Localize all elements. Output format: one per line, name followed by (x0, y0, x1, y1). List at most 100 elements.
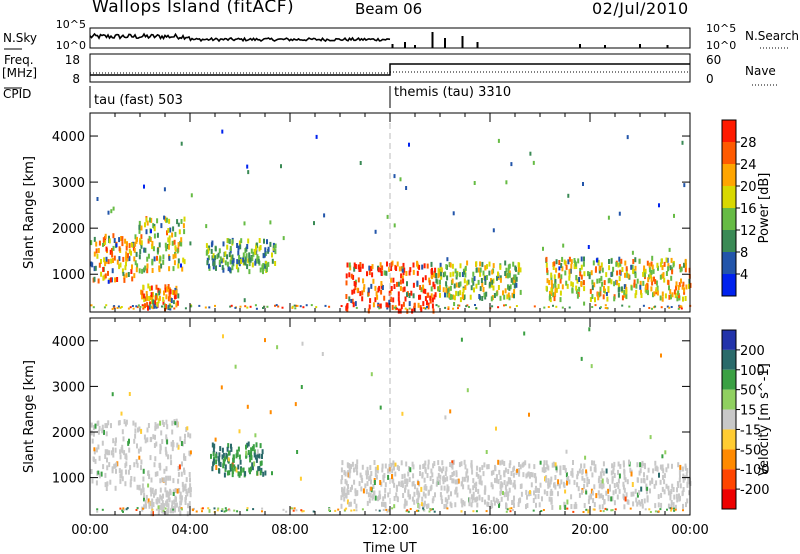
velocity-echo-cell (581, 469, 584, 475)
velocity-sparse-cell (394, 462, 397, 467)
velocity-echo-cell (611, 463, 614, 469)
velocity-echo-cell (156, 497, 159, 503)
power-echo-cell (418, 264, 421, 270)
power-echo-cell (144, 296, 147, 302)
power-sparse-cell (350, 299, 353, 303)
power-echo-cell (379, 262, 382, 268)
power-echo-cell (157, 287, 160, 293)
power-echo-cell (122, 256, 125, 262)
power-echo-cell (174, 294, 177, 299)
velocity-sparse-cell (276, 345, 279, 350)
power-near-range-cell (604, 307, 607, 309)
velocity-sparse-cell (449, 409, 452, 414)
velocity-echo-cell (452, 478, 455, 484)
velocity-colorbar-segment (722, 389, 736, 410)
velocity-echo-cell (486, 501, 489, 507)
velocity-echo-cell (547, 480, 550, 486)
power-echo-cell (93, 266, 96, 272)
velocity-echo-cell (432, 478, 435, 484)
power-echo-cell (180, 237, 183, 243)
power-echo-cell (444, 292, 446, 298)
velocity-echo-cell (632, 491, 635, 497)
power-echo-cell (613, 281, 616, 287)
velocity-echo-cell (181, 461, 183, 467)
velocity-echo-cell (109, 479, 112, 485)
power-echo-cell (390, 261, 393, 267)
velocity-sparse-cell (222, 334, 224, 339)
velocity-echo-cell (423, 463, 426, 469)
power-echo-cell (592, 260, 595, 266)
power-echo-cell (437, 286, 440, 292)
velocity-near-range-cell (233, 509, 236, 512)
velocity-echo-cell (118, 468, 121, 474)
velocity-echo-cell (578, 492, 581, 498)
power-echo-cell (473, 276, 476, 281)
velocity-colorbar-segment (722, 349, 736, 370)
power-echo-cell (671, 269, 674, 275)
power-echo-cell (554, 279, 557, 284)
velocity-echo-cell (491, 484, 494, 490)
velocity-echo-cell (451, 472, 454, 477)
power-echo-cell (401, 275, 404, 281)
power-near-range-cell (393, 306, 396, 309)
power-near-range-cell (105, 304, 108, 307)
velocity-echo-cell (384, 482, 387, 488)
power-echo-cell (376, 294, 379, 300)
power-near-range-cell (161, 305, 163, 308)
power-echo-cell (507, 292, 510, 298)
power-echo-cell (688, 278, 691, 284)
power-echo-cell (160, 223, 163, 229)
velocity-echo-cell (111, 468, 114, 474)
power-echo-cell (169, 289, 172, 295)
power-near-range-cell (230, 304, 233, 307)
power-near-range-cell (503, 304, 505, 307)
velocity-echo-cell (121, 429, 124, 435)
power-echo-cell (597, 291, 600, 297)
velocity-echo-cell (420, 486, 423, 492)
power-echo-cell (606, 296, 609, 302)
velocity-echo-cell (349, 487, 352, 493)
velocity-echo-cell (654, 460, 657, 466)
power-echo-cell (459, 281, 462, 287)
velocity-echo-cell (150, 511, 153, 517)
power-echo-cell (651, 255, 654, 261)
velocity-echo-cell (165, 466, 168, 472)
velocity-echo-cell (151, 506, 154, 512)
velocity-near-range-cell (208, 510, 211, 513)
velocity-echo-cell (513, 465, 516, 471)
velocity-echo-cell (505, 504, 507, 510)
velocity-echo-cell (165, 419, 168, 425)
velocity-echo-cell (581, 475, 584, 481)
power-near-range-cell (131, 305, 134, 307)
x-tick-label: 08:00 (271, 523, 308, 538)
power-echo-cell (464, 284, 467, 290)
power-sparse-cell (359, 161, 362, 165)
velocity-echo-cell (682, 473, 685, 479)
velocity-echo-cell (672, 487, 675, 492)
velocity-echo-cell (669, 495, 672, 501)
velocity-echo-cell (211, 442, 214, 448)
power-echo-cell (222, 257, 225, 263)
velocity-echo-cell (215, 453, 218, 459)
velocity-echo-cell (442, 475, 445, 481)
velocity-echo-cell (519, 484, 522, 489)
power-near-range-cell (302, 306, 305, 309)
power-echo-cell (650, 276, 653, 282)
power-echo-cell (422, 301, 425, 307)
velocity-echo-cell (106, 481, 109, 487)
power-echo-cell (618, 256, 621, 262)
freq-tick-8: 8 (72, 72, 80, 86)
power-echo-cell (677, 293, 680, 299)
power-echo-cell (634, 293, 637, 299)
velocity-echo-cell (593, 460, 596, 466)
power-echo-cell (235, 264, 238, 270)
power-echo-cell (400, 304, 403, 310)
velocity-echo-cell (437, 472, 440, 478)
velocity-colorbar-label: 100 (740, 364, 765, 379)
power-echo-cell (423, 263, 426, 269)
velocity-near-range-cell (428, 510, 431, 513)
velocity-echo-cell (103, 429, 105, 435)
power-near-range-cell (543, 306, 546, 309)
velocity-echo-cell (179, 510, 182, 516)
power-echo-cell (663, 277, 666, 283)
